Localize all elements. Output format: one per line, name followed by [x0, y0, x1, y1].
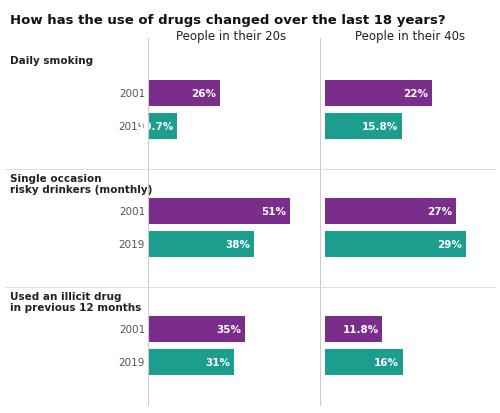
Text: Daily smoking: Daily smoking — [10, 56, 93, 66]
Text: 2001: 2001 — [119, 324, 145, 335]
Text: 38%: 38% — [225, 240, 250, 250]
Text: 11.8%: 11.8% — [342, 324, 379, 335]
Text: 2001: 2001 — [119, 89, 145, 99]
Text: 29%: 29% — [438, 240, 462, 250]
Text: Used an illicit drug
in previous 12 months: Used an illicit drug in previous 12 mont… — [10, 291, 141, 313]
Text: 16%: 16% — [374, 357, 399, 368]
Text: 2019: 2019 — [118, 240, 145, 250]
Text: How has the use of drugs changed over the last 18 years?: How has the use of drugs changed over th… — [10, 14, 446, 27]
Text: People in their 20s: People in their 20s — [176, 31, 286, 43]
Text: 10.7%: 10.7% — [138, 122, 174, 132]
Text: 2001: 2001 — [119, 206, 145, 217]
Text: 51%: 51% — [262, 206, 286, 217]
Text: 27%: 27% — [428, 206, 452, 217]
Text: 2019: 2019 — [118, 357, 145, 368]
Text: 2019: 2019 — [118, 122, 145, 132]
Text: Single occasion
risky drinkers (monthly): Single occasion risky drinkers (monthly) — [10, 173, 152, 195]
Text: 35%: 35% — [216, 324, 242, 335]
Text: 15.8%: 15.8% — [362, 122, 398, 132]
Text: 22%: 22% — [404, 89, 428, 99]
Text: 26%: 26% — [192, 89, 216, 99]
Text: People in their 40s: People in their 40s — [355, 31, 465, 43]
Text: 31%: 31% — [206, 357, 231, 368]
